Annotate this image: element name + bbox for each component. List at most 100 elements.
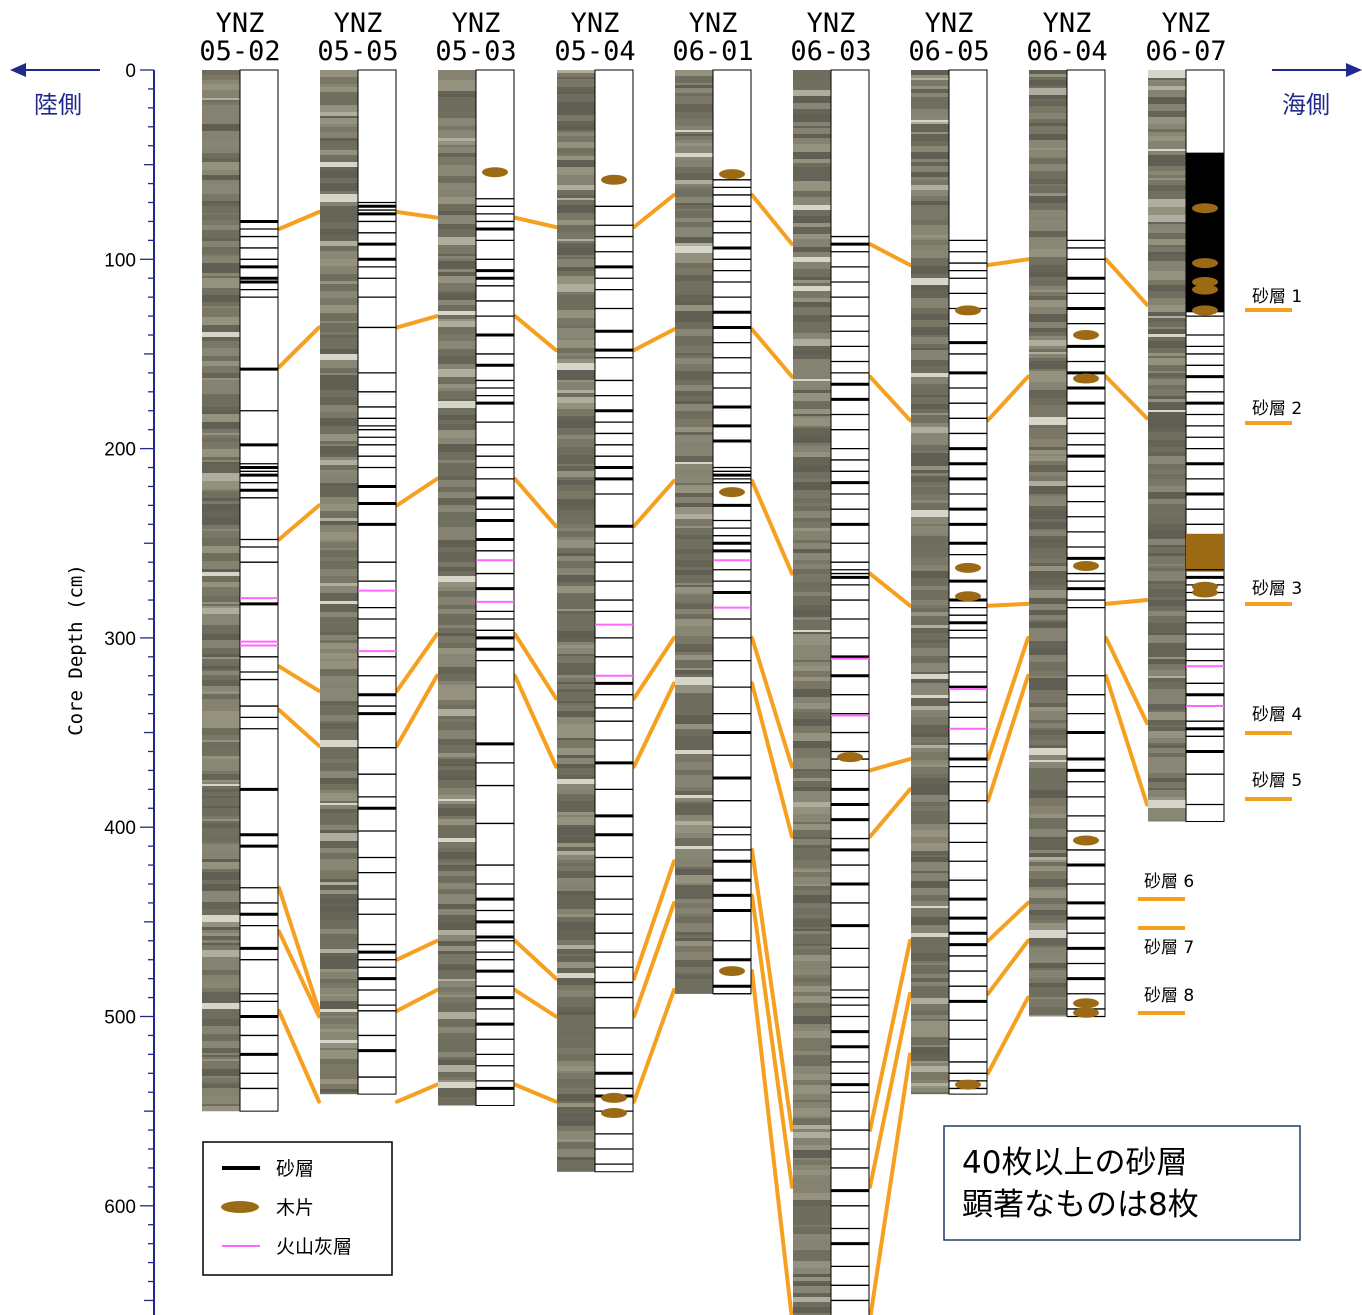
core-label-bottom: 05-05 [317,36,398,67]
correlation-line [513,215,558,230]
correlation-line [986,938,1030,996]
left-side-label: 陸側 [34,91,82,119]
correlation-line [1104,374,1149,421]
correlation-line [750,847,794,1133]
axis-tick-label: 600 [104,1197,136,1218]
core-label-top: YNZ [571,8,620,39]
core-label-top: YNZ [807,8,856,39]
correlation-line [1104,598,1149,606]
wood-fragment [1192,587,1218,598]
sand-layer-labels: 砂層 1 砂層 2 砂層 3 砂層 4 砂層 5 砂層 6 砂層 7 砂層 8 [1138,287,1302,1015]
correlation-line [395,1082,439,1104]
correlation-line [632,900,676,1019]
correlation-line [277,1008,321,1104]
correlation-line [868,757,912,773]
correlation-line [395,673,439,748]
wood-fragment [601,174,627,185]
correlation-line [632,859,676,981]
wood-fragment [1192,203,1218,214]
correlation-line [513,987,558,1019]
core-label-bottom: 06-01 [672,36,753,67]
core-log [1185,69,1225,823]
core-label-top: YNZ [1162,8,1211,39]
axis-tick-label: 0 [125,61,136,82]
correlation-line [750,192,794,247]
correlation-line [750,969,794,1315]
correlation-line [986,673,1030,803]
correlation-line [750,327,794,379]
wood-fragment [1192,284,1218,295]
core-label-bottom: 06-04 [1026,36,1107,67]
core-log [712,69,752,995]
axis-title: Core Depth (cm) [65,564,87,736]
wood-fragment [601,1092,627,1103]
core-photo [675,70,713,994]
correlation-line [1104,257,1149,307]
wood-fragment [955,562,981,573]
wood-fragment [955,1079,981,1090]
left-arrow-icon [10,63,100,77]
correlation-line [277,503,321,542]
core-log [1066,69,1106,1018]
correlation-line [632,681,676,769]
sand-layer-label-7: 砂層 7 [1144,938,1194,958]
wood-fragment [719,169,745,180]
core-photo [1148,70,1186,822]
axis-tick-label: 500 [104,1008,136,1029]
correlation-line [868,938,912,1133]
core-label-top: YNZ [452,8,501,39]
core-label-top: YNZ [1043,8,1092,39]
correlation-line [750,681,794,839]
correlation-line [868,242,912,267]
wood-fragment [1073,998,1099,1009]
core-log [594,69,634,1173]
right-arrow-icon [1272,63,1362,77]
correlation-line [395,209,439,220]
wood-fragment [1073,330,1099,341]
correlation-line [868,374,912,423]
right-side-label: 海側 [1282,91,1330,119]
correlation-line [395,938,439,962]
correlation-line [632,987,676,1104]
correlation-lines [277,192,1149,1315]
sand-layer-label-3: 砂層 3 [1252,579,1302,599]
axis-tick-label: 400 [104,818,136,839]
core-label-bottom: 06-07 [1145,36,1226,67]
correlation-line [395,632,439,693]
core-label-bottom: 06-03 [790,36,871,67]
correlation-line [277,707,321,748]
wood-fragment [1192,305,1218,316]
correlation-line [868,991,912,1189]
core-label-top: YNZ [334,8,383,39]
core-photo [793,70,831,1315]
wood-fragment [1073,373,1099,384]
correlation-line [277,885,321,1013]
wood-fragment [719,487,745,498]
correlation-line [513,673,558,769]
note-box: 40枚以上の砂層 顕著なものは8枚 [943,1125,1301,1241]
sand-layer-label-5: 砂層 5 [1252,771,1302,791]
legend: 砂層 木片 火山灰層 [202,1141,393,1276]
core-label-bottom: 06-05 [908,36,989,67]
note-line-1: 40枚以上の砂層 [962,1145,1187,1181]
correlation-line [632,192,676,230]
core-log [830,69,870,1315]
correlation-line [632,327,676,353]
core-photo [911,70,949,1095]
wood-fragment [1073,1007,1099,1018]
correlation-line [395,476,439,508]
wood-fragment [601,1108,627,1119]
wood-fragment [719,966,745,977]
core-label-top: YNZ [216,8,265,39]
correlation-line [986,374,1030,423]
legend-sand-label: 砂層 [276,1158,314,1180]
sand-layer-label-4: 砂層 4 [1252,705,1302,725]
sand-layer-label-1: 砂層 1 [1252,287,1302,307]
core-label-top: YNZ [925,8,974,39]
